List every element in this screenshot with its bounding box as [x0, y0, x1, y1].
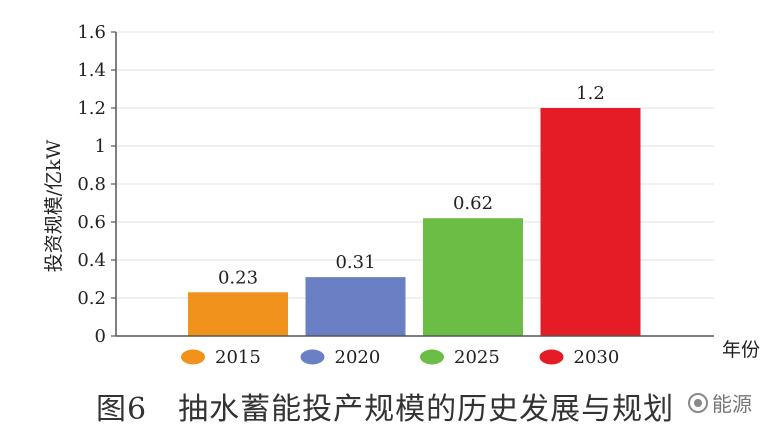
legend-label-2020: 2020 — [335, 347, 381, 368]
grid-lines — [116, 31, 714, 299]
legend-marker-2020 — [300, 349, 325, 365]
y-axis-ticks: 0 0.2 0.4 0.6 0.8 1 1.2 1.4 1.6 — [77, 22, 116, 347]
y-tick-label: 0.6 — [77, 212, 106, 233]
figure-caption: 图6 抽水蓄能投产规模的历史发展与规划 — [96, 392, 675, 427]
bar-2025 — [423, 218, 523, 336]
y-axis-title: 投资规模/亿kW — [43, 139, 65, 272]
data-labels: 0.23 0.31 0.62 1.2 — [218, 83, 605, 288]
wechat-logo-icon — [688, 392, 708, 413]
bar-2015 — [188, 292, 288, 336]
bars — [188, 108, 641, 336]
legend-marker-2025 — [420, 349, 444, 365]
data-label-2020: 0.31 — [335, 252, 375, 273]
legend-marker-2030 — [539, 349, 564, 365]
legend-label-2015: 2015 — [215, 347, 261, 368]
y-tick-label: 0.4 — [77, 250, 106, 271]
data-label-2015: 0.23 — [218, 267, 258, 288]
legend-label-2025: 2025 — [454, 347, 500, 368]
y-tick-label: 1 — [95, 136, 106, 157]
legend-label-2030: 2030 — [574, 347, 620, 368]
y-tick-label: 1.2 — [77, 98, 106, 119]
y-tick-label: 0.2 — [77, 288, 106, 309]
y-tick-label: 0.8 — [77, 174, 106, 195]
y-tick-label: 1.6 — [77, 22, 106, 43]
legend-marker-2015 — [181, 349, 205, 365]
watermark: 能源 — [688, 388, 752, 417]
bar-2020 — [305, 277, 406, 336]
y-tick-label: 0 — [95, 326, 106, 347]
watermark-text: 能源 — [712, 392, 752, 416]
x-axis-title: 年份 — [722, 339, 760, 361]
data-label-2030: 1.2 — [576, 83, 605, 104]
bar-2030 — [540, 108, 641, 336]
legend: 2015 2020 2025 2030 — [181, 347, 619, 368]
y-tick-label: 1.4 — [77, 60, 106, 81]
data-label-2025: 0.62 — [453, 193, 493, 214]
